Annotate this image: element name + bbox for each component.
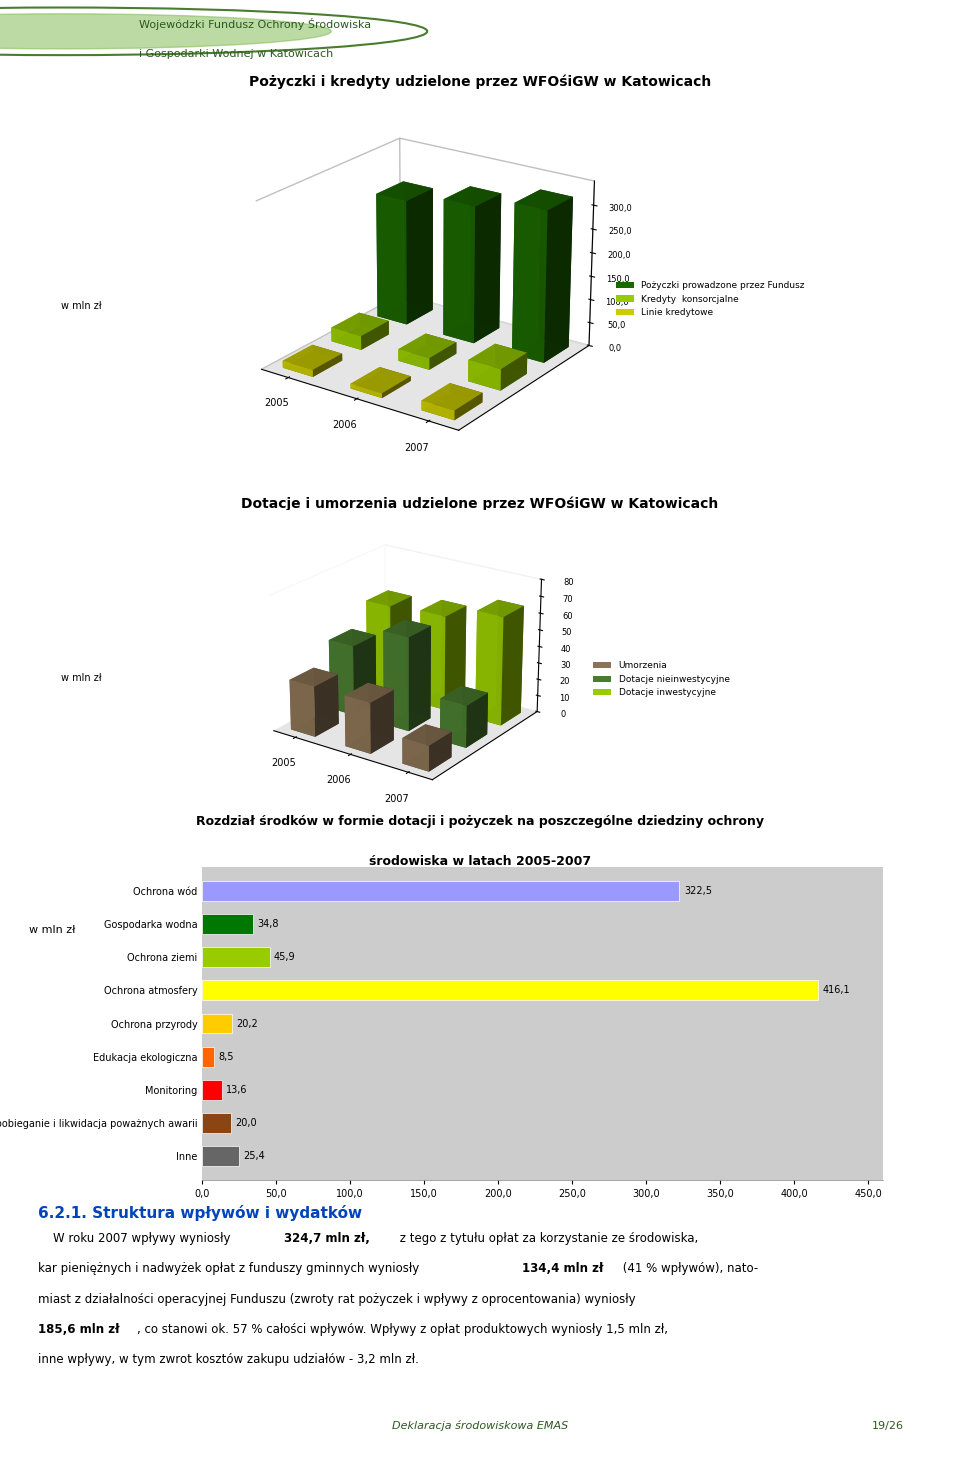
Text: i Gospodarki Wodnej w Katowicach: i Gospodarki Wodnej w Katowicach [139,50,333,58]
Bar [202,1014,231,1033]
Bar [202,881,680,900]
Bar [202,1113,231,1134]
Legend: Umorzenia, Dotacje nieinwestycyjne, Dotacje inwestycyjne: Umorzenia, Dotacje nieinwestycyjne, Dota… [589,657,733,701]
Bar [202,981,818,1001]
Text: 25,4: 25,4 [244,1151,265,1161]
Text: 134,4 mln zł: 134,4 mln zł [522,1262,604,1275]
Text: 416,1: 416,1 [823,985,851,995]
Text: Pożyczki i kredyty udzielone przez WFOśiGW w Katowicach: Pożyczki i kredyty udzielone przez WFOśi… [249,74,711,89]
Text: , co stanowi ok. 57 % całości wpływów. Wpływy z opłat produktowych wyniosły 1,5 : , co stanowi ok. 57 % całości wpływów. W… [137,1323,668,1336]
Text: Rozdział środków w formie dotacji i pożyczek na poszczególne dziedziny ochrony: Rozdział środków w formie dotacji i poży… [196,814,764,828]
Text: w mln zł: w mln zł [61,673,102,682]
Text: 20,0: 20,0 [236,1118,257,1128]
Text: 324,7 mln zł,: 324,7 mln zł, [284,1233,370,1246]
Text: środowiska w latach 2005-2007: środowiska w latach 2005-2007 [369,855,591,868]
Text: 185,6 mln zł: 185,6 mln zł [38,1323,120,1336]
Text: (41 % wpływów), nato-: (41 % wpływów), nato- [618,1262,757,1275]
Bar [202,915,253,934]
Bar [202,1147,239,1166]
Text: Dotacje i umorzenia udzielone przez WFOśiGW w Katowicach: Dotacje i umorzenia udzielone przez WFOś… [241,497,719,511]
Text: 45,9: 45,9 [274,953,296,962]
Text: Deklaracja środowiskowa EMAS: Deklaracja środowiskowa EMAS [392,1421,568,1431]
Text: Wojewódzki Fundusz Ochrony Środowiska: Wojewódzki Fundusz Ochrony Środowiska [139,17,372,29]
Text: 6.2.1. Struktura wpływów i wydatków: 6.2.1. Struktura wpływów i wydatków [38,1205,363,1221]
Text: z tego z tytułu opłat za korzystanie ze środowiska,: z tego z tytułu opłat za korzystanie ze … [396,1233,698,1246]
Text: 13,6: 13,6 [227,1085,248,1094]
Text: W roku 2007 wpływy wyniosły: W roku 2007 wpływy wyniosły [38,1233,234,1246]
Text: kar pieniężnych i nadwyżek opłat z funduszy gminnych wyniosły: kar pieniężnych i nadwyżek opłat z fundu… [38,1262,423,1275]
Text: 322,5: 322,5 [684,886,712,896]
Text: inne wpływy, w tym zwrot kosztów zakupu udziałów - 3,2 mln zł.: inne wpływy, w tym zwrot kosztów zakupu … [38,1352,420,1365]
Text: miast z działalności operacyjnej Funduszu (zwroty rat pożyczek i wpływy z oproce: miast z działalności operacyjnej Fundusz… [38,1292,636,1305]
Bar [202,947,270,967]
Circle shape [0,13,331,50]
Text: w mln zł: w mln zł [61,302,102,310]
Text: 20,2: 20,2 [236,1018,257,1029]
Legend: Pożyczki prowadzone przez Fundusz, Kredyty  konsorcjalne, Linie kredytowe: Pożyczki prowadzone przez Fundusz, Kredy… [612,277,808,321]
Text: 19/26: 19/26 [872,1421,904,1431]
Bar [202,1080,222,1100]
Text: w mln zł: w mln zł [29,925,75,935]
Bar [202,1046,214,1067]
Text: 8,5: 8,5 [219,1052,234,1062]
Text: 34,8: 34,8 [257,919,279,930]
